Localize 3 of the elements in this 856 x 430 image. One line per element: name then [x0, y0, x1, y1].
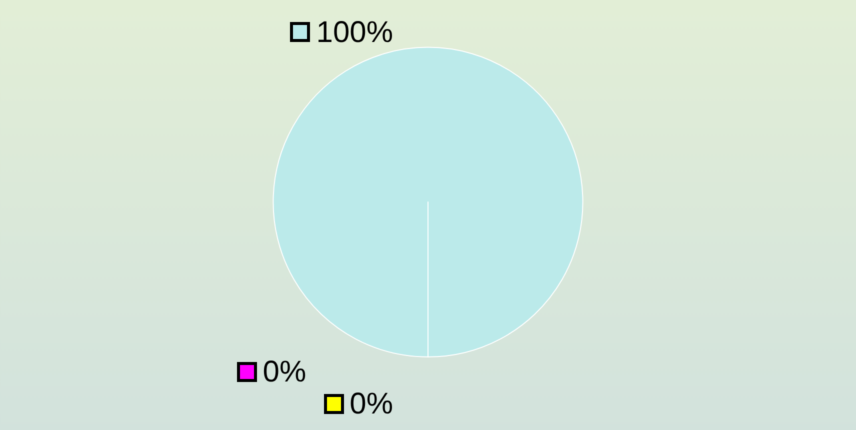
text: 0%	[350, 387, 393, 420]
text: 0%	[262, 355, 306, 388]
data-label: 100%	[316, 16, 393, 49]
